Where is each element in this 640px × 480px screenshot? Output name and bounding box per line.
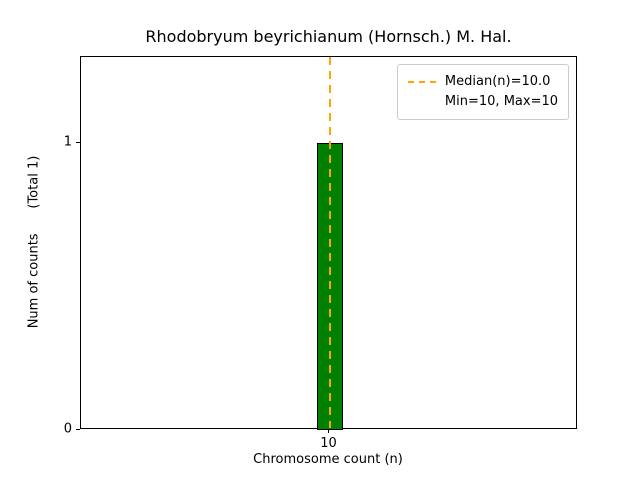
y-tick-mark <box>76 141 80 143</box>
y-tick-mark <box>76 428 80 430</box>
legend-swatch-spacer <box>408 101 436 103</box>
legend-entry-minmax: Min=10, Max=10 <box>408 92 558 112</box>
x-tick-label: 10 <box>320 436 337 451</box>
y-tick-label: 1 <box>63 134 72 150</box>
legend: Median(n)=10.0 Min=10, Max=10 <box>396 64 569 120</box>
y-tick-label: 0 <box>63 421 72 437</box>
y-axis-label: Num of counts (Total 1) <box>26 155 42 329</box>
x-tick-mark <box>328 429 329 433</box>
legend-median-label: Median(n)=10.0 <box>444 74 551 89</box>
plot-area: Median(n)=10.0 Min=10, Max=10 <box>80 56 577 430</box>
chart-title: Rhodobryum beyrichianum (Hornsch.) M. Ha… <box>145 27 512 46</box>
x-axis-label: Chromosome count (n) <box>253 452 403 467</box>
legend-entry-median: Median(n)=10.0 <box>407 72 558 92</box>
dashed-line-icon <box>407 81 436 83</box>
median-line <box>328 57 331 428</box>
legend-minmax-label: Min=10, Max=10 <box>444 94 558 109</box>
